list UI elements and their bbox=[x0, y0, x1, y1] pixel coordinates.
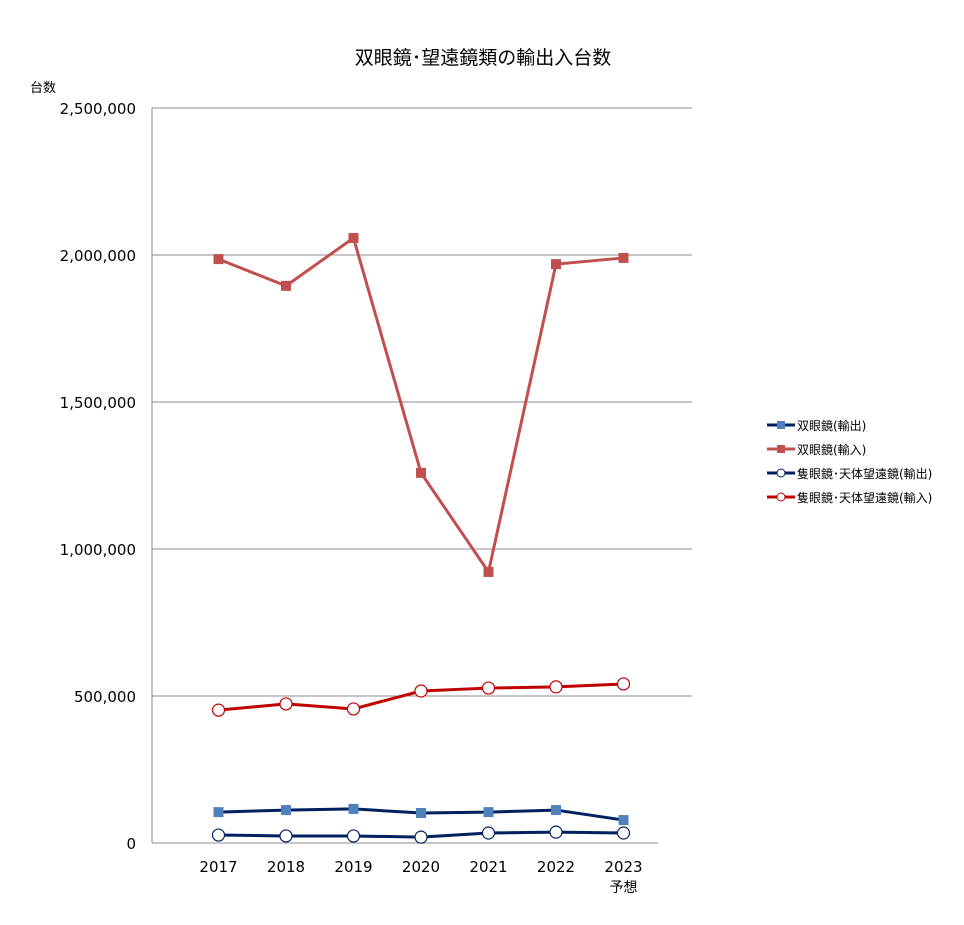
y-tick-label: 1,500,000 bbox=[60, 394, 136, 412]
data-point bbox=[481, 826, 496, 840]
data-point bbox=[414, 684, 428, 698]
x-tick-label: 2022 bbox=[537, 858, 575, 876]
data-point bbox=[211, 828, 226, 842]
data-point bbox=[213, 807, 224, 818]
y-axis-label: 台数 bbox=[30, 81, 56, 96]
legend-marker bbox=[777, 445, 785, 453]
x-tick-label: 2023 bbox=[604, 858, 642, 876]
data-point bbox=[279, 697, 293, 711]
data-point bbox=[346, 702, 361, 716]
legend-marker bbox=[777, 421, 785, 429]
data-point bbox=[416, 808, 426, 819]
x-tick-sublabel: 予想 bbox=[610, 880, 638, 896]
data-point bbox=[211, 703, 226, 717]
legend-label: 隻眼鏡･天体望遠鏡(輸出) bbox=[797, 466, 932, 481]
x-tick-label: 2021 bbox=[469, 858, 507, 876]
data-point bbox=[483, 566, 494, 577]
data-point bbox=[281, 280, 291, 291]
data-point bbox=[416, 467, 426, 478]
chart-title: 双眼鏡･望遠鏡類の輸出入台数 bbox=[355, 47, 612, 69]
data-point bbox=[549, 680, 563, 694]
data-point bbox=[616, 677, 631, 691]
legend-marker bbox=[776, 492, 786, 502]
legend-label: 双眼鏡(輸出) bbox=[797, 418, 866, 433]
data-point bbox=[551, 259, 561, 270]
data-point bbox=[481, 681, 496, 695]
data-point bbox=[348, 232, 359, 243]
data-point bbox=[551, 805, 561, 816]
y-tick-label: 500,000 bbox=[74, 688, 136, 706]
data-point bbox=[213, 254, 224, 265]
legend-marker bbox=[776, 468, 786, 478]
data-point bbox=[616, 826, 631, 840]
data-point bbox=[346, 829, 361, 843]
data-point bbox=[549, 825, 563, 839]
data-point bbox=[279, 829, 293, 843]
series-line bbox=[217, 235, 624, 576]
data-point bbox=[618, 252, 629, 263]
y-tick-label: 1,000,000 bbox=[60, 541, 136, 559]
x-tick-label: 2017 bbox=[199, 858, 237, 876]
x-tick-label: 2020 bbox=[402, 858, 440, 876]
legend-label: 双眼鏡(輸入) bbox=[797, 442, 866, 457]
legend-label: 隻眼鏡･天体望遠鏡(輸入) bbox=[797, 490, 932, 505]
data-point bbox=[281, 805, 291, 816]
data-point bbox=[348, 803, 359, 814]
y-tick-label: 2,500,000 bbox=[60, 100, 136, 118]
y-tick-label: 2,000,000 bbox=[60, 247, 136, 265]
y-tick-label: 0 bbox=[126, 835, 136, 853]
data-point bbox=[618, 815, 629, 826]
data-point bbox=[414, 830, 428, 844]
x-tick-label: 2018 bbox=[267, 858, 305, 876]
x-tick-label: 2019 bbox=[334, 858, 372, 876]
data-point bbox=[483, 807, 494, 818]
